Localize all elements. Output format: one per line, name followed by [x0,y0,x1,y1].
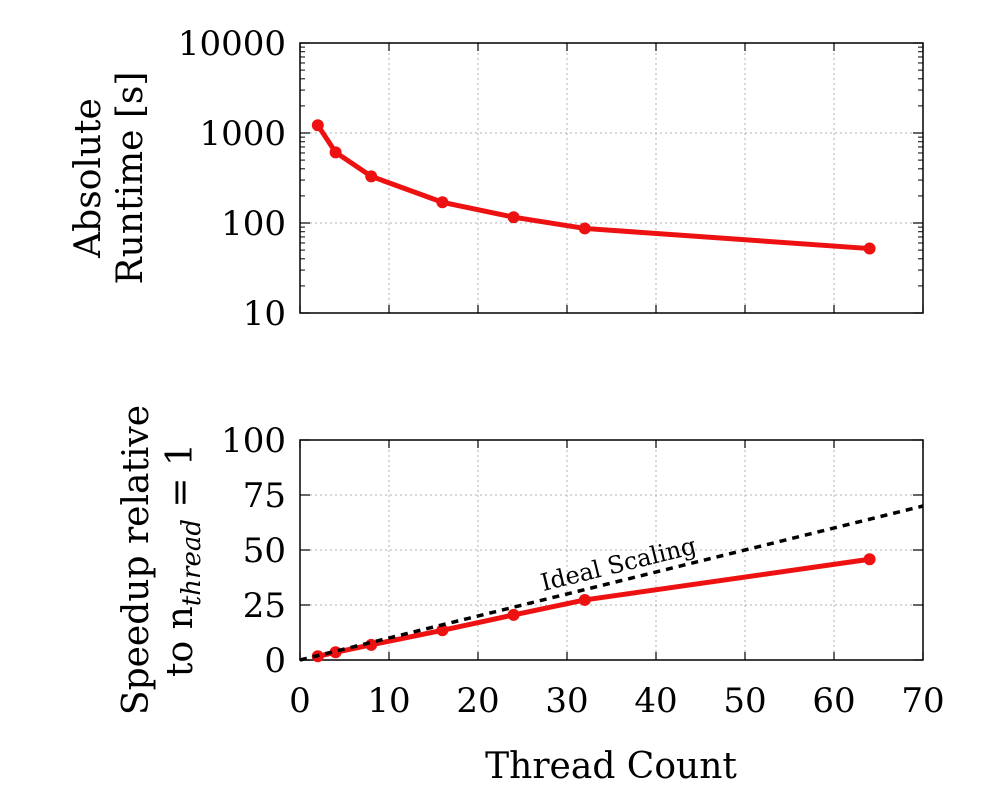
speedup-y-tick-label: 0 [264,641,286,681]
runtime-panel: 10 100 1000 10000 Absolute Runtime [s] [68,24,924,334]
speedup-y-tick-label: 75 [243,476,286,516]
speedup-grid [300,440,923,660]
speedup-y-tick-label: 50 [243,531,286,571]
runtime-tick-labels: 10 100 1000 10000 [178,24,286,334]
speedup-data-point [578,593,591,606]
runtime-data-point [507,211,520,224]
speedup-ylabel-line1: Speedup relative [116,405,157,715]
runtime-ylabel-line2: Runtime [s] [110,72,151,285]
speedup-x-tick-label: 70 [901,681,944,721]
runtime-ticks [299,42,924,314]
speedup-y-tick-label: 25 [243,586,286,626]
speedup-ylabel-to-n: to n [160,606,201,677]
runtime-grid [300,43,923,313]
runtime-data-point [578,222,591,235]
runtime-series [311,119,876,255]
runtime-plot-frame [299,42,924,314]
speedup-data-point [863,553,876,566]
speedup-tick-labels: 0 10 20 30 40 50 60 70 0 25 50 75 100 [221,421,945,721]
runtime-data-point [329,146,342,159]
runtime-y-tick-label: 100 [221,204,286,244]
runtime-y-axis-title: Absolute Runtime [s] [68,72,151,285]
runtime-y-tick-label: 1000 [199,114,286,154]
speedup-x-tick-label: 50 [723,681,766,721]
runtime-ylabel-line1: Absolute [68,98,109,259]
speedup-y-tick-label: 100 [221,421,286,461]
speedup-ylabel-line2: to nthread = 1 [160,443,207,677]
speedup-series [299,504,924,663]
speedup-x-tick-label: 30 [545,681,588,721]
speedup-x-tick-label: 40 [634,681,677,721]
runtime-y-tick-label: 10 [243,294,286,334]
speedup-ylabel-equals: = 1 [160,443,201,519]
runtime-data-point [863,242,876,255]
speedup-y-axis-title: Speedup relative to nthread = 1 [116,405,207,715]
ideal-scaling-line [299,504,924,662]
runtime-y-tick-label: 10000 [178,24,286,64]
speedup-x-tick-label: 60 [812,681,855,721]
runtime-series-line [315,123,870,252]
speedup-x-tick-label: 20 [456,681,499,721]
runtime-data-point [365,170,378,183]
speedup-data-point [507,608,520,621]
runtime-data-point [311,119,324,132]
speedup-x-tick-label: 10 [367,681,410,721]
speedup-ticks [299,439,924,661]
speedup-ylabel-subscript: thread [177,519,207,606]
x-axis-title: Thread Count [485,746,737,787]
speedup-x-tick-label: 0 [289,681,311,721]
runtime-data-point [436,196,449,209]
